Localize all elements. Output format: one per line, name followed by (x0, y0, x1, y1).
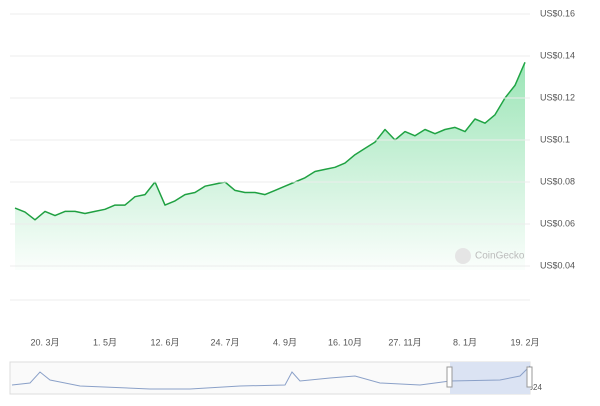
navigator-handle[interactable] (526, 366, 533, 388)
x-tick-label: 27. 11月 (388, 337, 421, 347)
y-tick-label: US$0.06 (540, 218, 575, 228)
y-tick-label: US$0.14 (540, 50, 575, 60)
x-tick-label: 16. 10月 (328, 337, 362, 347)
x-tick-label: 8. 1月 (453, 337, 477, 347)
y-tick-label: US$0.04 (540, 260, 575, 270)
navigator-handle[interactable] (446, 366, 453, 388)
navigator-selection (450, 362, 530, 394)
y-tick-label: US$0.16 (540, 8, 575, 18)
area (15, 62, 525, 270)
x-tick-label: 1. 5月 (93, 337, 117, 347)
x-tick-label: 19. 2月 (510, 337, 539, 347)
y-tick-label: US$0.1 (540, 134, 570, 144)
watermark: CoinGecko (455, 248, 525, 264)
x-tick-label: 4. 9月 (273, 337, 297, 347)
x-tick-label: 12. 6月 (150, 337, 179, 347)
y-tick-label: US$0.08 (540, 176, 575, 186)
watermark-text: CoinGecko (475, 251, 525, 262)
x-tick-label: 20. 3月 (30, 337, 59, 347)
navigator-label: 2024 (524, 383, 542, 392)
x-tick-label: 24. 7月 (210, 337, 239, 347)
navigator (9, 361, 533, 395)
y-tick-label: US$0.12 (540, 92, 575, 102)
